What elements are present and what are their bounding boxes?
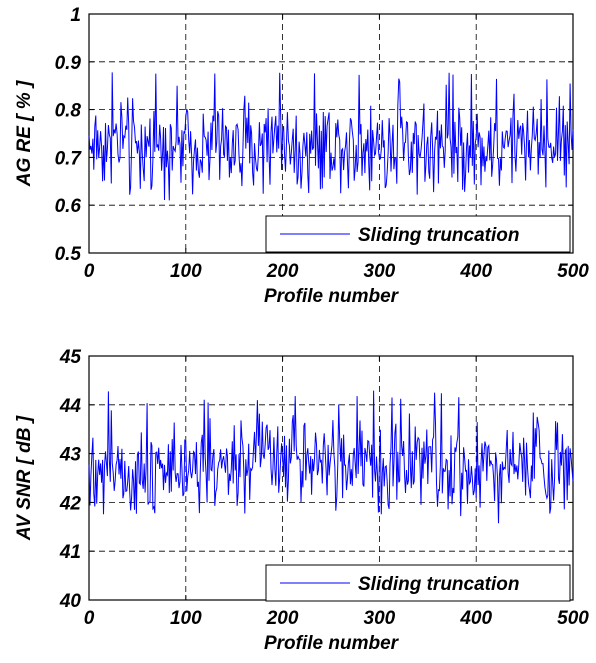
legend: Sliding truncation <box>265 564 571 602</box>
y-tick-label: 0.5 <box>55 244 82 265</box>
legend: Sliding truncation <box>265 215 571 253</box>
y-tick-label: 44 <box>59 396 82 417</box>
y-tick-label: 41 <box>59 542 81 563</box>
x-tick-label: 400 <box>459 608 492 629</box>
x-tick-label: 200 <box>266 261 299 282</box>
y-tick-label: 0.9 <box>55 53 82 74</box>
y-tick-label: 40 <box>59 591 82 612</box>
y-tick-label: 0.7 <box>55 148 83 169</box>
x-tick-label: 100 <box>170 608 202 629</box>
series-line-sliding-truncation <box>88 72 574 201</box>
chart-top-agre: 0 100 200 300 400 500 0.5 0.6 0.7 0.8 0.9 1 Profil… <box>14 5 589 307</box>
x-tick-label: 500 <box>557 261 589 282</box>
y-axis-label: AG RE [ % ] <box>14 80 35 187</box>
x-tick-label: 300 <box>364 261 396 282</box>
y-tick-label: 1 <box>70 5 81 26</box>
x-tick-label: 500 <box>557 608 589 629</box>
legend-label: Sliding truncation <box>358 225 520 246</box>
x-axis-label: Profile number <box>264 633 400 654</box>
y-ticks: 0.5 0.6 0.7 0.8 0.9 1 <box>55 5 573 265</box>
y-axis-label: AV SNR [ dB ] <box>14 415 35 541</box>
x-tick-label: 0 <box>84 261 95 282</box>
y-tick-label: 0.8 <box>55 101 82 122</box>
y-tick-label: 0.6 <box>55 196 82 217</box>
y-ticks: 40 41 42 43 44 45 <box>59 347 573 612</box>
x-tick-label: 200 <box>266 608 299 629</box>
x-ticks: 0 100 200 300 400 500 <box>84 356 589 629</box>
series-line-sliding-truncation <box>88 390 574 524</box>
plot-area <box>88 13 574 254</box>
y-tick-label: 42 <box>59 493 82 514</box>
chart-bottom-avsnr: 0 100 200 300 400 500 40 41 42 43 44 45 Profile nu… <box>14 347 589 654</box>
x-tick-label: 100 <box>170 261 202 282</box>
x-tick-label: 0 <box>84 608 95 629</box>
legend-label: Sliding truncation <box>358 574 520 595</box>
x-tick-label: 300 <box>364 608 396 629</box>
x-axis-label: Profile number <box>264 286 400 307</box>
x-tick-label: 400 <box>459 261 492 282</box>
y-tick-label: 43 <box>59 445 82 466</box>
y-tick-label: 45 <box>59 347 82 368</box>
